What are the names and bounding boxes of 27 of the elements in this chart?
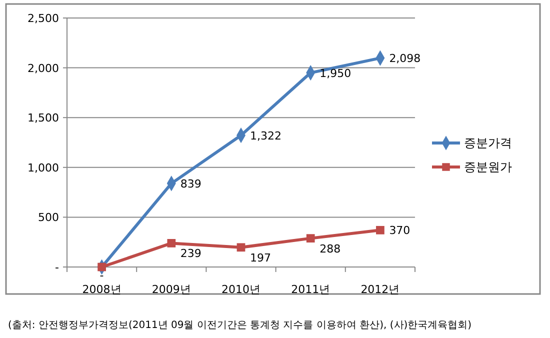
legend-label: 증분원가 <box>464 160 512 174</box>
data-label: 2,098 <box>389 52 421 66</box>
data-label: - <box>100 269 104 282</box>
point <box>236 243 246 252</box>
x-tick-label: 2009년 <box>152 283 191 296</box>
x-tick-label: 2008년 <box>82 283 122 296</box>
x-tick-label: 2011년 <box>291 283 330 296</box>
y-tick-label: 2,000 <box>28 62 59 75</box>
point <box>167 239 176 248</box>
data-label: 239 <box>180 247 202 260</box>
x-tick-label: 2010년 <box>222 283 260 296</box>
y-tick-label: 500 <box>38 211 59 224</box>
legend-label: 증분가격 <box>464 136 512 150</box>
y-tick-label: 1,500 <box>28 112 59 125</box>
data-label: 197 <box>250 251 271 264</box>
data-label: 839 <box>180 177 202 190</box>
y-tick-label: 2,500 <box>28 12 59 25</box>
point <box>306 234 315 242</box>
data-label: 370 <box>389 224 410 238</box>
data-label: 1,950 <box>320 66 352 80</box>
point <box>376 226 384 234</box>
y-tick-label: - <box>55 261 60 274</box>
x-tick-label: 2012년 <box>360 283 400 296</box>
data-label: 1,322 <box>250 129 282 142</box>
data-label: 288 <box>320 242 341 256</box>
text: (출처: 안전행정부가격정보(2011년 09월 이전기간은 통계청 지수를 이용하여 환산), (사)한국계육협회) <box>8 320 472 331</box>
y-tick-label: 1,000 <box>28 161 59 174</box>
